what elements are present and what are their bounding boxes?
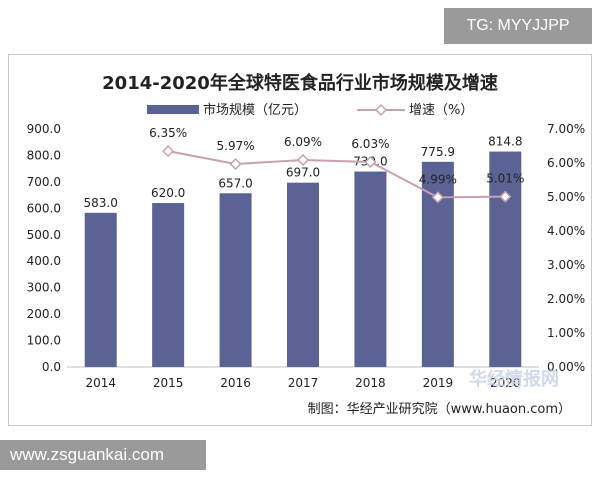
right-tick-label: 2.00% — [547, 292, 585, 306]
x-tick-label: 2017 — [288, 376, 319, 390]
watermark-tag: TG: MYYJJPP — [444, 8, 592, 44]
bar-value-label: 814.8 — [488, 135, 522, 149]
legend: 市场规模（亿元） 增速（%） — [147, 102, 473, 118]
left-tick-label: 600.0 — [27, 201, 61, 215]
bar — [354, 171, 387, 367]
left-tick-label: 200.0 — [27, 307, 61, 321]
growth-value-label: 5.01% — [486, 172, 524, 186]
growth-point — [364, 155, 377, 169]
x-tick-label: 2015 — [153, 376, 184, 390]
bar — [287, 182, 319, 367]
x-tick-label: 2018 — [355, 376, 386, 390]
bar-value-label: 775.9 — [421, 145, 455, 159]
left-tick-label: 100.0 — [27, 334, 61, 348]
left-tick-label: 0.0 — [42, 360, 61, 374]
x-tick-label: 2019 — [423, 376, 454, 390]
bar — [152, 203, 185, 367]
bar — [84, 212, 117, 367]
chart-panel: 2014-2020年全球特医食品行业市场规模及增速 市场规模（亿元） 增速（%）… — [8, 54, 592, 426]
bar — [489, 151, 522, 367]
growth-point — [499, 190, 512, 203]
chart-svg: 2014-2020年全球特医食品行业市场规模及增速 市场规模（亿元） 增速（%）… — [27, 72, 585, 417]
legend-bar-label: 市场规模（亿元） — [203, 102, 307, 118]
source-note: 制图：华经产业研究院（www.huaon.com） — [308, 402, 571, 417]
growth-point — [431, 191, 444, 204]
axes: 0.0 100.0 200.0 300.0 400.0 500.0 600.0 700.0 80… — [27, 122, 585, 390]
legend-line-marker — [374, 103, 388, 117]
growth-polyline — [167, 150, 506, 199]
growth-value-label: 6.09% — [284, 135, 322, 149]
chart-title: 2014-2020年全球特医食品行业市场规模及增速 — [102, 72, 498, 94]
watermark-bottom: www.zsguankai.com — [0, 440, 206, 470]
left-tick-label: 500.0 — [27, 228, 61, 242]
right-tick-label: 7.00% — [547, 122, 585, 136]
growth-labels: 6.35% 5.97% 6.09% 6.03% 4.99% 5.01% — [149, 126, 524, 186]
growth-line — [162, 145, 512, 204]
bar-value-label: 657.0 — [218, 176, 252, 190]
bar — [219, 193, 252, 367]
bars — [84, 151, 522, 367]
growth-value-label: 6.03% — [351, 137, 389, 151]
left-tick-label: 900.0 — [27, 122, 61, 136]
right-tick-label: 4.00% — [547, 224, 585, 238]
right-tick-label: 6.00% — [547, 156, 585, 170]
bar-value-label: 697.0 — [286, 166, 320, 180]
growth-point — [162, 145, 175, 158]
growth-point — [229, 157, 242, 171]
growth-value-label: 6.35% — [149, 126, 187, 140]
right-tick-label: 0.00% — [547, 360, 585, 374]
left-tick-label: 800.0 — [27, 148, 61, 162]
x-tick-label: 2016 — [220, 376, 251, 390]
growth-value-label: 5.97% — [217, 139, 255, 153]
growth-point — [296, 153, 310, 167]
legend-bar-swatch — [147, 105, 199, 114]
left-tick-label: 700.0 — [27, 175, 61, 189]
logo-watermark: 华经情报网 — [469, 368, 559, 390]
right-tick-label: 5.00% — [547, 190, 585, 204]
x-tick-label: 2020 — [490, 376, 521, 390]
right-tick-label: 1.00% — [547, 326, 585, 340]
growth-value-label: 4.99% — [419, 172, 457, 186]
bar-value-label: 583.0 — [84, 196, 118, 210]
left-tick-label: 400.0 — [27, 254, 61, 268]
right-tick-label: 3.00% — [547, 258, 585, 272]
left-tick-label: 300.0 — [27, 281, 61, 295]
bar-value-label: 620.0 — [151, 186, 185, 200]
legend-line-label: 增速（%） — [409, 103, 473, 118]
x-tick-label: 2014 — [85, 376, 116, 390]
